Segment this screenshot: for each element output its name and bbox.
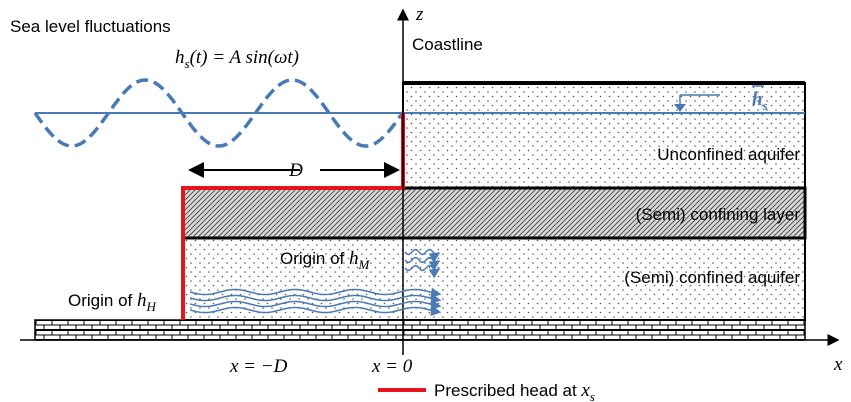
oh-var: h — [137, 290, 147, 311]
bedrock — [34, 319, 806, 341]
eq-rest: (t) = A sin(ωt) — [190, 47, 299, 68]
coastline-label: Coastline — [412, 35, 483, 54]
position-zero: x = 0 — [371, 356, 413, 377]
flow-line — [189, 305, 442, 317]
flow-line — [404, 248, 441, 263]
flow-line — [189, 293, 442, 305]
om-sub: M — [357, 257, 370, 272]
layers — [34, 81, 807, 341]
eq-sub: s — [185, 56, 190, 71]
ml-var: h — [752, 89, 763, 110]
oh-sub: H — [145, 299, 156, 314]
position-minus-d: x = −D — [229, 356, 288, 377]
ml-sub: s — [762, 98, 768, 113]
confined-label: (Semi) confined aquifer — [624, 268, 800, 287]
unconfined-aquifer — [402, 82, 806, 189]
oh-text: Origin of — [68, 291, 137, 310]
title: Sea level fluctuations — [10, 17, 171, 36]
origin-h: Origin of hH — [68, 290, 156, 314]
flow-line — [189, 287, 442, 299]
flow-line — [404, 256, 441, 271]
legend-sub: s — [590, 389, 595, 402]
distance-label: D — [288, 160, 303, 181]
mean-level-marker — [674, 94, 720, 112]
legend: Prescribed head at xs — [434, 380, 595, 402]
flow-lines — [189, 248, 442, 317]
x-label: x — [833, 354, 843, 375]
origin-m: Origin of hM — [280, 248, 370, 272]
unconfined-label: Unconfined aquifer — [657, 145, 800, 164]
om-text: Origin of — [280, 249, 349, 268]
confining-label: (Semi) confining layer — [636, 205, 801, 224]
legend-text: Prescribed head at — [434, 381, 581, 400]
eq-var: h — [175, 47, 185, 68]
om-var: h — [349, 248, 359, 269]
flow-line — [189, 299, 442, 311]
equation: hs(t) = A sin(ωt) — [175, 47, 299, 71]
mean-level-label: hs — [752, 89, 768, 113]
flow-line — [404, 264, 441, 279]
legend-var: x — [580, 380, 590, 401]
sea-wave — [33, 78, 405, 148]
z-label: z — [415, 4, 424, 25]
